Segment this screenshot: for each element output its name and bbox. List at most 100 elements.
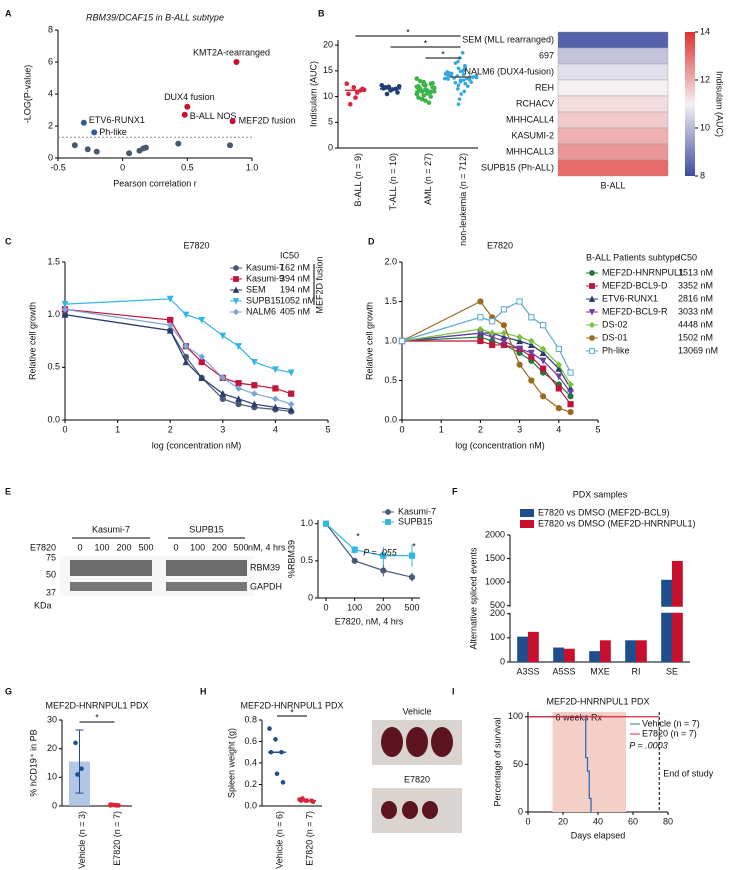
y-tick-label: 1.0 (300, 518, 313, 528)
legend-title: B-ALL Patients subtype (586, 252, 680, 262)
x-axis-label: Days elapsed (571, 830, 626, 840)
y-tick-label: 20 (323, 40, 333, 50)
marker (528, 314, 535, 321)
marker (251, 390, 258, 397)
x-tick-label: 1 (439, 424, 444, 434)
marker (477, 325, 484, 333)
marker (516, 333, 523, 341)
marker (198, 358, 205, 366)
marker (271, 403, 279, 411)
legend-marker (588, 309, 596, 316)
marker (408, 574, 416, 581)
y-tick-label: 1.5 (384, 296, 397, 306)
legend-marker (589, 335, 595, 341)
series-line (401, 332, 572, 393)
point (175, 140, 182, 147)
x-tick-label: T-ALL (n = 10) (388, 153, 398, 210)
point (229, 118, 236, 125)
bar (625, 640, 636, 662)
point (445, 76, 450, 80)
point (114, 803, 119, 808)
x-axis-label: B-ALL (600, 180, 625, 190)
legend-ic50: 3033 nM (678, 306, 713, 316)
marker (500, 306, 508, 313)
point (79, 766, 84, 772)
point (227, 142, 234, 149)
point (80, 119, 87, 126)
panel-letter: F (452, 486, 458, 496)
marker (539, 345, 547, 353)
significance: * (95, 712, 99, 722)
x-tick-label: 1.0 (246, 162, 259, 172)
legend-ic50: 194 nM (280, 284, 310, 294)
point (456, 66, 461, 71)
y-axis-label: Indisulam (AUC) (308, 61, 318, 127)
point (459, 92, 463, 96)
legend-ic50: 405 nM (280, 306, 310, 316)
marker (235, 401, 242, 408)
legend-marker (589, 270, 595, 276)
legend-label: ETV6-RUNX1 (602, 293, 658, 303)
point (443, 72, 448, 76)
marker (61, 310, 69, 318)
y-tick-label: 5 (328, 117, 333, 127)
legend-marker (589, 283, 595, 289)
point (421, 93, 427, 98)
photo-label: E7820 (404, 774, 430, 784)
marker (567, 381, 574, 388)
point-label: B-ALL NOS (190, 111, 237, 121)
marker (198, 374, 206, 381)
legend-label: DS-01 (602, 332, 628, 342)
point (396, 83, 402, 89)
legend-marker (233, 276, 239, 282)
marker (516, 361, 523, 368)
legend-ic50: 3352 nM (678, 280, 713, 290)
legend-marker (232, 286, 240, 293)
point (73, 740, 78, 746)
panel-letter: B (318, 8, 325, 18)
heat-cell (557, 95, 669, 113)
point-label: MEF2D fusion (239, 116, 296, 126)
point (416, 95, 421, 100)
point (417, 78, 423, 84)
marker (235, 380, 242, 387)
x-tick-label: 4 (273, 424, 278, 434)
y-tick-label: 0.5 (300, 555, 313, 565)
spleen (381, 727, 403, 757)
blot-background (60, 556, 255, 596)
marker (219, 332, 227, 340)
point (426, 100, 432, 106)
marker (235, 395, 242, 403)
legend-label: Kasumi-7 (246, 262, 284, 272)
panel-letter: C (5, 236, 12, 246)
spleen (406, 727, 428, 757)
chart-title: E7820 (183, 240, 209, 250)
y-tick-label: 200 (490, 608, 505, 618)
y-tick-label: 10 (47, 772, 57, 782)
y-tick-label: 0.0 (47, 414, 60, 424)
point-label: DUX4 fusion (164, 92, 215, 102)
bar (517, 636, 528, 662)
legend-ic50: 1513 nM (678, 267, 713, 277)
y-tick-label: 30 (47, 714, 57, 724)
point (91, 129, 98, 136)
spleen (431, 727, 453, 757)
heat-cell (557, 143, 669, 161)
marker (477, 314, 484, 321)
annotation: * (412, 541, 416, 551)
y-tick-label: 0.2 (244, 779, 257, 789)
point (424, 91, 430, 96)
marker (287, 400, 295, 408)
x-axis-label: log (concentration nM) (152, 440, 242, 450)
point (421, 82, 427, 88)
legend-marker (232, 298, 240, 305)
x-tick-label: 2 (478, 424, 483, 434)
blot-band-gapdh (70, 582, 152, 591)
bar (589, 651, 600, 662)
end-label: End of study (663, 768, 714, 778)
row-label: NALM6 (DUX4-fusion) (464, 66, 554, 76)
x-tick-label: 0 (323, 602, 328, 612)
marker (540, 322, 547, 329)
marker (555, 405, 562, 412)
